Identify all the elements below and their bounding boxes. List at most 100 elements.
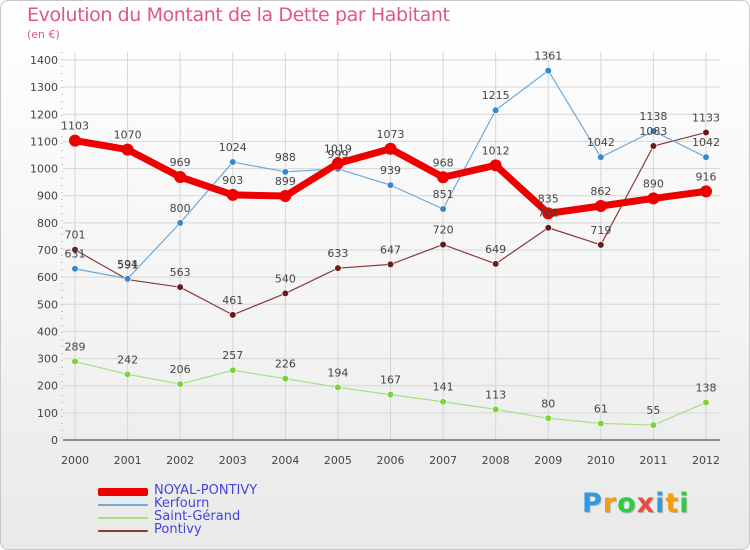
data-label: 591 xyxy=(117,259,138,272)
data-label: 1012 xyxy=(482,144,510,157)
y-tick-label: 100 xyxy=(37,407,58,420)
data-point xyxy=(384,142,397,155)
data-label: 194 xyxy=(327,366,348,379)
data-point xyxy=(489,159,502,172)
x-tick-label: 2002 xyxy=(166,454,194,467)
y-tick-label: 800 xyxy=(37,217,58,230)
data-point xyxy=(281,375,289,383)
y-tick-label: 200 xyxy=(37,380,58,393)
data-point xyxy=(649,142,658,150)
y-tick-label: 300 xyxy=(37,353,58,366)
data-label: 242 xyxy=(117,353,138,366)
y-tick-label: 1300 xyxy=(30,81,58,94)
data-point xyxy=(71,246,79,254)
logo-letter: o xyxy=(617,488,637,519)
data-point xyxy=(647,192,660,205)
data-label: 1133 xyxy=(692,111,720,124)
data-point xyxy=(544,66,552,75)
data-label: 800 xyxy=(170,202,191,215)
data-label: 890 xyxy=(643,177,664,190)
data-label: 835 xyxy=(538,192,559,205)
data-label: 939 xyxy=(380,164,401,177)
x-tick-label: 2007 xyxy=(429,454,457,467)
data-point xyxy=(123,370,132,378)
data-point xyxy=(176,219,184,227)
logo-letter: x xyxy=(636,488,656,519)
logo-letter: r xyxy=(602,488,618,519)
y-tick-label: 700 xyxy=(37,244,58,257)
data-label: 563 xyxy=(170,266,191,279)
data-point xyxy=(71,357,79,366)
y-tick-label: 900 xyxy=(37,190,58,203)
data-label: 969 xyxy=(170,156,191,169)
x-tick-label: 2012 xyxy=(692,454,720,467)
data-point xyxy=(281,289,289,298)
data-label: 1361 xyxy=(534,50,562,63)
data-point xyxy=(437,171,450,184)
x-tick-label: 2010 xyxy=(587,454,615,467)
data-label: 1070 xyxy=(114,129,142,142)
data-point xyxy=(439,205,447,213)
data-point xyxy=(439,240,447,249)
legend: NOYAL-PONTIVY Kerfourn Saint-Gérand Pontivy xyxy=(98,483,338,537)
data-point xyxy=(544,414,552,422)
legend-item: Kerfourn xyxy=(98,496,338,511)
data-label: 594 xyxy=(117,258,138,271)
data-point xyxy=(594,200,607,213)
data-point xyxy=(121,143,134,156)
data-point xyxy=(229,366,237,374)
data-point xyxy=(174,170,187,183)
data-label: 633 xyxy=(327,247,348,260)
proxiti-logo: Proxiti xyxy=(582,488,690,519)
data-label: 1042 xyxy=(692,136,720,149)
data-point xyxy=(176,283,184,291)
data-label: 649 xyxy=(485,243,506,256)
data-label: 461 xyxy=(222,294,243,307)
data-label: 862 xyxy=(590,185,611,198)
data-point xyxy=(226,188,239,201)
data-point xyxy=(439,398,447,406)
y-tick-label: 1200 xyxy=(30,108,58,121)
data-point xyxy=(702,398,710,407)
legend-label: NOYAL-PONTIVY xyxy=(154,483,258,498)
data-point xyxy=(649,421,658,429)
chart-title: Evolution du Montant de la Dette par Hab… xyxy=(27,4,450,26)
legend-swatch xyxy=(98,504,148,506)
data-label: 647 xyxy=(380,243,401,256)
x-tick-label: 2004 xyxy=(271,454,299,467)
data-point xyxy=(176,380,184,388)
data-label: 61 xyxy=(594,402,608,415)
data-label: 226 xyxy=(275,358,296,371)
data-label: 289 xyxy=(65,341,86,354)
data-label: 1042 xyxy=(587,136,615,149)
data-label: 988 xyxy=(275,151,296,164)
legend-item: Pontivy xyxy=(98,522,338,537)
data-point xyxy=(123,275,132,283)
legend-swatch xyxy=(98,488,148,496)
data-point xyxy=(69,134,81,147)
x-tick-label: 2001 xyxy=(114,454,142,467)
data-point xyxy=(229,311,237,319)
data-point xyxy=(386,260,395,268)
x-tick-label: 2006 xyxy=(377,454,405,467)
y-tick-label: 600 xyxy=(37,271,58,284)
data-label: 899 xyxy=(275,175,296,188)
logo-letter: P xyxy=(582,488,603,519)
data-label: 1083 xyxy=(639,125,667,138)
data-label: 138 xyxy=(696,382,717,395)
data-point xyxy=(597,153,605,161)
data-label: 80 xyxy=(541,397,555,410)
data-point xyxy=(229,158,237,166)
data-label: 141 xyxy=(433,381,454,394)
data-label: 916 xyxy=(696,170,717,183)
data-label: 631 xyxy=(65,248,86,261)
data-point xyxy=(597,241,605,249)
data-label: 257 xyxy=(222,349,243,362)
data-point xyxy=(544,224,552,232)
data-label: 55 xyxy=(646,404,660,417)
legend-swatch xyxy=(98,517,148,519)
data-point xyxy=(649,127,658,135)
data-point xyxy=(492,106,500,114)
y-tick-label: 500 xyxy=(37,298,58,311)
